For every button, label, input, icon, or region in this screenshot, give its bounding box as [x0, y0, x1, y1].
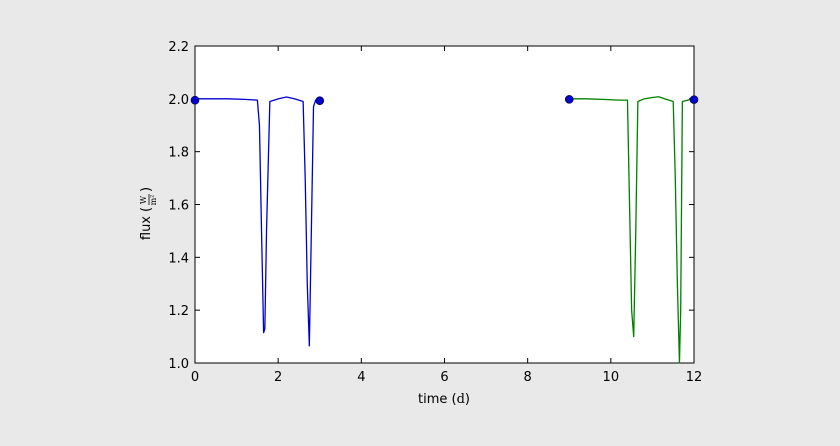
y-tick-label: 1.4 [168, 251, 189, 266]
y-tick-label: 2.2 [168, 40, 189, 55]
y-axis-label-text: flux [139, 216, 154, 240]
y-tick-label: 1.8 [168, 146, 189, 161]
y-axis-unit-numerator: W [139, 195, 148, 204]
y-axis-unit-paren-close: ) [139, 187, 154, 192]
y-tick-label: 1.2 [168, 304, 189, 319]
x-tick-label: 2 [274, 370, 282, 385]
data-point-marker-3 [564, 95, 574, 104]
data-point-marker-1 [190, 95, 200, 105]
x-tick-label: 4 [357, 370, 365, 385]
data-point-marker-4 [689, 95, 699, 104]
y-tick-label: 1.0 [168, 357, 189, 372]
x-tick-label: 0 [191, 370, 199, 385]
x-tick-label: 10 [603, 370, 620, 385]
series-layer [195, 96, 694, 364]
y-tick-label: 1.6 [168, 199, 189, 214]
marker-layer [190, 95, 699, 105]
y-axis-unit-paren-open: ( [139, 207, 154, 212]
series-line-1 [195, 96, 320, 347]
y-axis-label: flux ( W m² ) [139, 187, 158, 240]
series-line-2 [569, 96, 694, 364]
plot-area [194, 45, 695, 364]
x-tick-label: 8 [524, 370, 532, 385]
x-tick-label: 6 [440, 370, 448, 385]
x-axis-label: time (d) [418, 392, 470, 407]
x-tick-label: 12 [686, 370, 703, 385]
y-axis-unit-denominator: m² [149, 195, 158, 206]
data-point-marker-2 [315, 96, 325, 105]
axis-ticks: 0 2 4 6 8 10 12 1.0 1.2 1.4 1.6 1.8 2.0 2.2 [168, 40, 702, 385]
y-tick-label: 2.0 [168, 93, 189, 108]
